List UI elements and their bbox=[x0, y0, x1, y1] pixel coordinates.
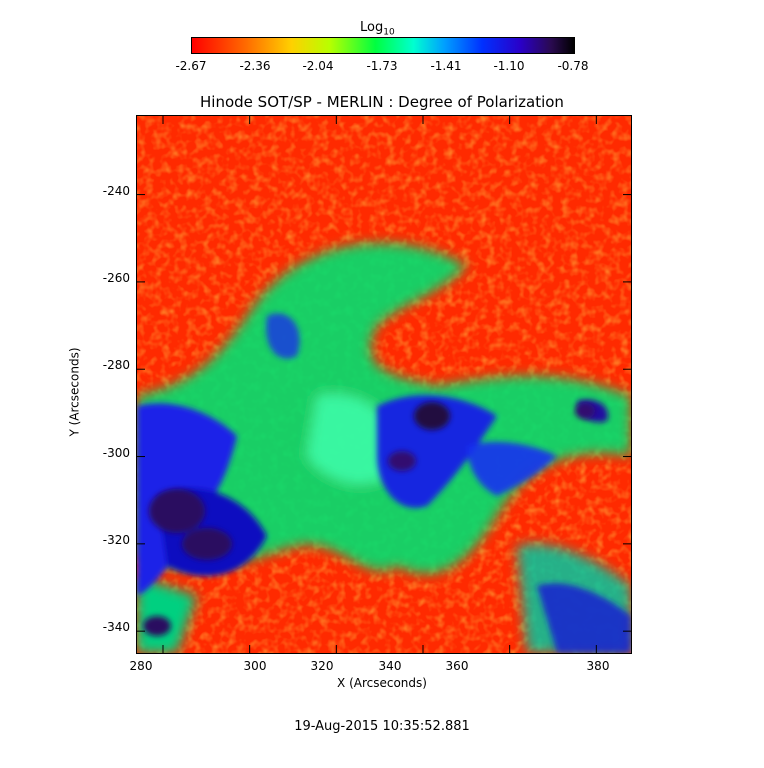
y-tick-label: -300 bbox=[102, 446, 130, 460]
x-axis-label: X (Arcseconds) bbox=[337, 676, 427, 690]
polarization-map bbox=[136, 115, 632, 654]
x-tick-label: 280 bbox=[129, 659, 153, 673]
observation-timestamp: 19-Aug-2015 10:35:52.881 bbox=[294, 719, 470, 734]
x-tick-label: 380 bbox=[586, 659, 610, 673]
x-tick-label: 320 bbox=[310, 659, 334, 673]
x-tick-label: 300 bbox=[243, 659, 267, 673]
colorbar-tick: -1.41 bbox=[430, 59, 462, 73]
colorbar-tick: -2.36 bbox=[239, 59, 271, 73]
map-peak-regions bbox=[143, 402, 595, 636]
y-axis-label: Y (Arcseconds) bbox=[67, 347, 82, 437]
colorbar-tick: -1.10 bbox=[493, 59, 525, 73]
colorbar-tick: -1.73 bbox=[366, 59, 398, 73]
y-tick-label: -260 bbox=[102, 271, 130, 285]
colorbar bbox=[191, 37, 575, 54]
x-tick-label: 340 bbox=[378, 659, 402, 673]
y-tick-label: -280 bbox=[102, 358, 130, 372]
y-tick-label: -320 bbox=[102, 533, 130, 547]
polarization-image bbox=[137, 116, 631, 653]
colorbar-title-subscript: 10 bbox=[383, 27, 395, 38]
y-tick-label: -240 bbox=[102, 184, 130, 198]
colorbar-tick: -2.04 bbox=[302, 59, 334, 73]
colorbar-tick: -2.67 bbox=[175, 59, 207, 73]
plot-title: Hinode SOT/SP - MERLIN : Degree of Polar… bbox=[200, 93, 564, 111]
x-tick-label: 360 bbox=[445, 659, 469, 673]
colorbar-title: Log10 bbox=[360, 20, 395, 38]
colorbar-tick: -0.78 bbox=[557, 59, 589, 73]
colorbar-title-base: Log bbox=[360, 20, 384, 35]
y-tick-label: -340 bbox=[102, 620, 130, 634]
